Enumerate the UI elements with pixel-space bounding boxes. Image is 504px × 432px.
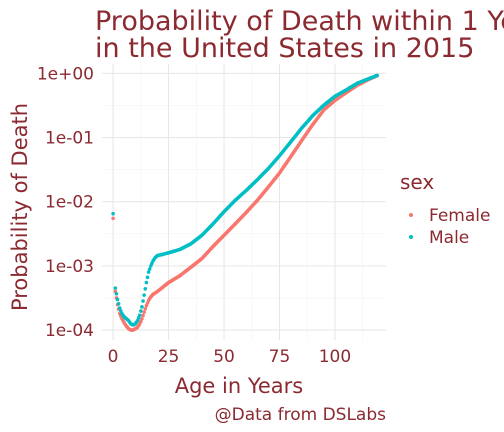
y-tick-label: 1e-01 (45, 129, 94, 149)
data-point (143, 307, 148, 311)
legend-key-female (409, 213, 413, 217)
data-point (143, 287, 148, 291)
data-point (119, 309, 123, 313)
legend-label-male: Male (429, 228, 469, 248)
data-point (113, 286, 118, 290)
data-point (115, 297, 120, 302)
data-point (111, 211, 115, 216)
x-tick-label: 75 (269, 347, 291, 367)
y-tick-label: 1e-04 (45, 321, 94, 341)
data-point (142, 293, 146, 297)
data-point (117, 306, 122, 310)
data-point (375, 73, 379, 78)
data-points (111, 73, 379, 332)
chart-title-line-1: Probability of Death within 1 Year (95, 6, 504, 37)
y-tick-label: 1e-03 (45, 257, 94, 277)
x-tick-labels: 0 25 50 75 100 (108, 347, 352, 367)
data-point (116, 301, 121, 306)
data-point (136, 316, 141, 320)
data-point (140, 305, 144, 309)
chart-title-line-2: in the United States in 2015 (95, 33, 474, 64)
data-point (139, 309, 143, 313)
legend-key-male (409, 235, 413, 239)
series-male (111, 73, 379, 327)
y-tick-labels: 1e-04 1e-03 1e-02 1e-01 1e+00 (37, 64, 94, 341)
data-point (114, 291, 119, 296)
x-tick-label: 50 (213, 347, 235, 367)
data-point (141, 299, 145, 303)
x-tick-label: 0 (108, 347, 119, 367)
x-axis-label: Age in Years (175, 374, 304, 398)
data-point (147, 267, 152, 271)
y-axis-label: Probability of Death (8, 103, 32, 311)
legend: sex Female Male (400, 170, 490, 248)
data-point (144, 280, 149, 285)
data-point (142, 310, 146, 314)
grid (102, 64, 386, 340)
series-female (111, 73, 379, 332)
x-tick-label: 100 (319, 347, 351, 367)
y-tick-label: 1e+00 (37, 64, 94, 84)
data-point (140, 316, 144, 321)
data-point (137, 313, 142, 318)
legend-label-female: Female (429, 206, 490, 226)
chart-caption: @Data from DSLabs (215, 405, 387, 425)
data-point (141, 313, 145, 318)
data-point (135, 318, 140, 323)
legend-title: sex (400, 170, 434, 194)
y-tick-label: 1e-02 (45, 193, 94, 213)
data-point (145, 275, 150, 280)
data-point (146, 270, 151, 274)
data-point (111, 216, 115, 221)
x-tick-label: 25 (158, 347, 180, 367)
